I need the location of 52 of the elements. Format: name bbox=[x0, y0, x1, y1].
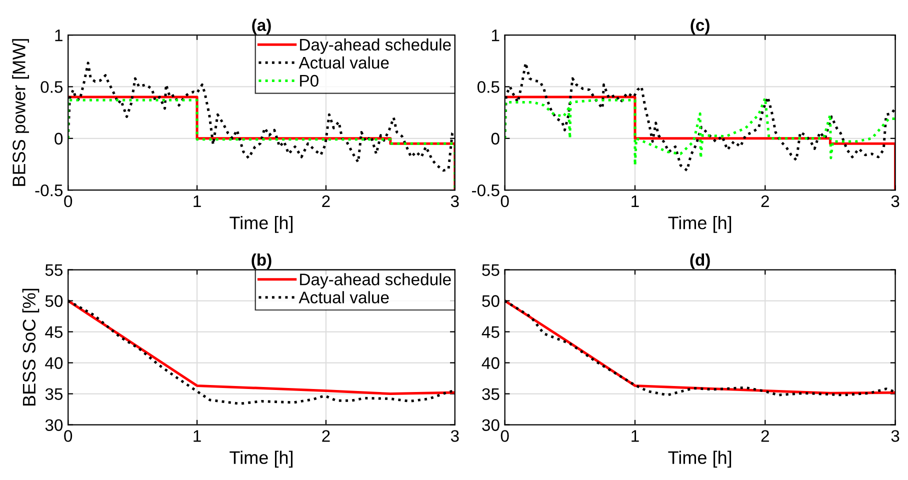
line-series bbox=[504, 96, 896, 167]
x-tick-label: 3 bbox=[891, 195, 900, 208]
x-tick-label: 0 bbox=[500, 430, 509, 442]
y-tick-label: 0.5 bbox=[477, 81, 500, 93]
y-tick-label: 1 bbox=[492, 30, 500, 42]
x-tick-label: 1 bbox=[632, 196, 639, 208]
y-tick-label: 40 bbox=[45, 357, 63, 369]
y-tick-label: 35 bbox=[45, 388, 63, 400]
x-tick-label: 1 bbox=[632, 430, 639, 442]
y-tick-label: 0.5 bbox=[40, 81, 63, 93]
x-tick-label: 2 bbox=[761, 430, 769, 442]
y-tick-label: 1 bbox=[55, 30, 62, 42]
x-tick-label: 0 bbox=[64, 430, 72, 442]
x-tick-label: 0 bbox=[64, 195, 72, 208]
y-axis-title: BESS power [MW] bbox=[12, 39, 29, 186]
x-tick-label: 2 bbox=[322, 430, 330, 442]
y-tick-label: 30 bbox=[482, 419, 500, 432]
x-axis-title: Time [h] bbox=[230, 216, 292, 233]
legend-label: Day-ahead schedule bbox=[300, 38, 451, 54]
x-tick-label: 2 bbox=[761, 195, 769, 208]
y-tick-label: 40 bbox=[482, 357, 500, 369]
y-tick-label: 55 bbox=[482, 264, 500, 276]
y-tick-label: 0 bbox=[491, 132, 500, 145]
y-tick-label: -0.5 bbox=[472, 184, 500, 196]
y-tick-label: 45 bbox=[482, 326, 500, 338]
x-axis-title: Time [h] bbox=[230, 450, 292, 468]
y-tick-label: 50 bbox=[45, 295, 63, 307]
x-tick-label: 2 bbox=[322, 195, 330, 208]
legend-label: Actual value bbox=[298, 56, 389, 69]
y-tick-label: 35 bbox=[482, 388, 500, 400]
chart-title: (c) bbox=[690, 18, 710, 34]
x-axis-title: Time [h] bbox=[668, 450, 732, 468]
chart-title: (b) bbox=[252, 254, 272, 270]
legend-label: Actual value bbox=[298, 291, 389, 304]
legend-label: Day-ahead schedule bbox=[300, 273, 451, 289]
x-tick-label: 1 bbox=[194, 430, 201, 442]
y-tick-label: 0 bbox=[54, 132, 63, 145]
chart-title: (d) bbox=[690, 254, 710, 270]
x-tick-label: 0 bbox=[500, 195, 509, 208]
x-axis-title: Time [h] bbox=[668, 216, 732, 233]
x-tick-label: 3 bbox=[450, 195, 459, 208]
y-tick-label: 30 bbox=[45, 419, 63, 432]
chart-title: (a) bbox=[252, 18, 271, 34]
x-tick-label: 1 bbox=[194, 196, 201, 208]
y-axis-title: BESS SoC [%] bbox=[22, 288, 40, 406]
y-tick-label: 55 bbox=[45, 264, 63, 276]
legend-label: P0 bbox=[300, 74, 318, 87]
x-tick-label: 3 bbox=[891, 430, 900, 442]
y-tick-label: 50 bbox=[482, 295, 500, 307]
x-tick-label: 3 bbox=[450, 430, 459, 442]
y-tick-label: -0.5 bbox=[35, 184, 63, 196]
y-tick-label: 45 bbox=[45, 326, 63, 338]
